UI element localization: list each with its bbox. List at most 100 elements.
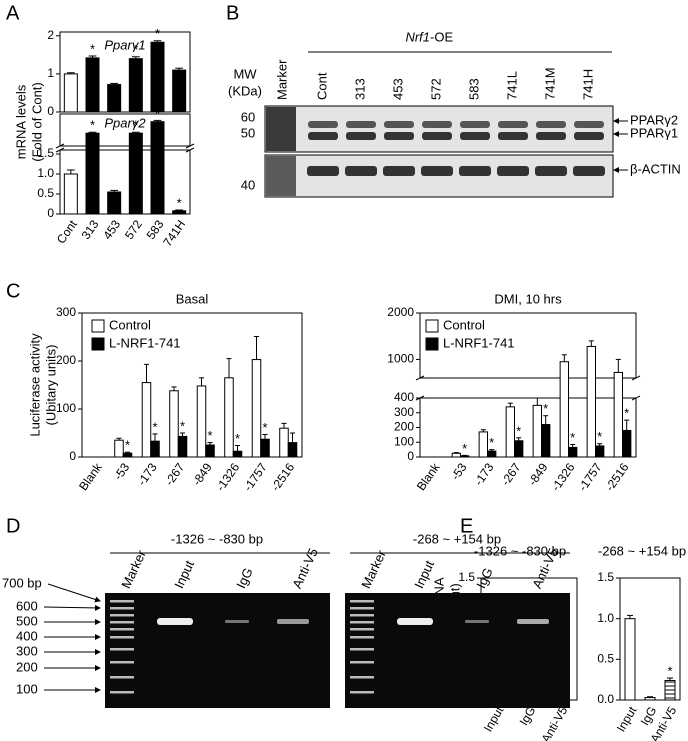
bar [514,440,524,458]
band [517,619,549,624]
group-label: Nrf1 [405,29,430,44]
x-tick-label: Input [481,704,507,735]
y-tick-label: 200 [56,353,76,367]
band [157,618,193,625]
axis-break [416,378,424,398]
chart-title: -268 ~ +154 bp [598,543,686,558]
ladder-band [350,621,374,624]
ladder-band [110,628,134,631]
bar [63,73,78,113]
ladder-label: 500 [16,613,38,628]
axis-break [185,143,195,153]
bar [559,361,570,458]
gel-title: -268 ~ +154 bp [413,531,501,546]
panel-letter: A [6,2,20,24]
ladder-band [110,614,134,617]
significance-mark: * [177,195,182,210]
mw-marker: 50 [241,125,255,140]
bar [172,69,187,113]
band [308,121,338,128]
band [574,132,604,140]
band [459,166,491,176]
significance-mark: * [180,418,185,433]
bar [141,382,152,458]
ladder-label: 400 [16,628,38,643]
blot [264,105,614,153]
bar [224,377,234,458]
y-tick-label: 0.0 [597,692,614,706]
ladder-band [350,691,374,694]
x-tick-label: -1757 [575,460,604,493]
y-tick-label: 0.5 [597,652,614,666]
bar [150,440,160,458]
plot-frame [81,312,303,458]
x-tick-label: -849 [190,460,215,488]
y-tick-label: 400 [394,390,414,404]
legend-label: L-NRF1-741 [109,335,181,350]
legend-swatch [425,319,439,333]
y-tick-label: 1.0 [37,166,54,180]
x-tick-label: -173 [471,460,496,488]
x-tick-label: Input [614,704,640,735]
ladder-label: 200 [16,659,38,674]
axis-break [55,143,65,153]
y-tick-label: 200 [394,420,414,434]
band [383,166,415,176]
ladder-band [350,661,374,664]
bar [478,431,489,458]
bar [568,446,578,458]
band [308,132,338,140]
significance-mark: * [489,435,494,450]
band [498,132,528,140]
y-tick-label: 100 [56,401,76,415]
ladder-band [110,621,134,624]
band [460,132,490,140]
bar [613,371,624,458]
mw-marker: 40 [241,177,255,192]
band-label: PPARγ2 [630,112,678,127]
significance-mark: * [90,41,95,56]
ladder-arrow [43,604,101,611]
bar [85,57,100,113]
x-tick-label: Blank [76,460,105,493]
band [422,132,452,140]
y-tick-label: 0 [407,449,414,463]
gel-title: -1326 ~ -830 bp [171,531,263,546]
y-tick-label: 300 [394,405,414,419]
significance-mark: * [133,118,138,133]
band [536,121,566,128]
x-tick-label: -2516 [268,460,297,493]
bar [287,442,298,458]
x-tick-label: -267 [498,460,523,488]
x-tick-label: -53 [111,460,133,483]
group-label: -OE [430,29,453,44]
bar [586,345,597,458]
bar [260,438,270,458]
gel [105,593,330,708]
axis-break [632,378,640,398]
marker-lane [266,156,296,196]
lane-label: 583 [466,78,481,100]
lane-label: IgG [233,565,255,590]
bar [107,84,122,113]
lane-label: Marker [358,547,389,591]
lane-label: Anti-V5 [289,546,321,591]
ladder-label: 100 [16,681,38,696]
ladder-band [350,600,374,603]
chart-title: Pparγ1 [104,37,145,52]
ladder-band [110,676,134,679]
x-tick-label: -1757 [241,460,270,493]
bar [541,424,551,458]
bar [460,455,470,458]
y-tick-label: 1.0 [597,611,614,625]
y-tick-label: 0 [47,104,54,118]
band [421,166,453,176]
ladder-arrow [47,583,101,603]
axis-break [631,375,641,401]
y-axis-label: Luciferase activity [27,333,42,437]
bar [624,618,636,701]
plot-frame [59,113,191,147]
bar [114,439,124,458]
